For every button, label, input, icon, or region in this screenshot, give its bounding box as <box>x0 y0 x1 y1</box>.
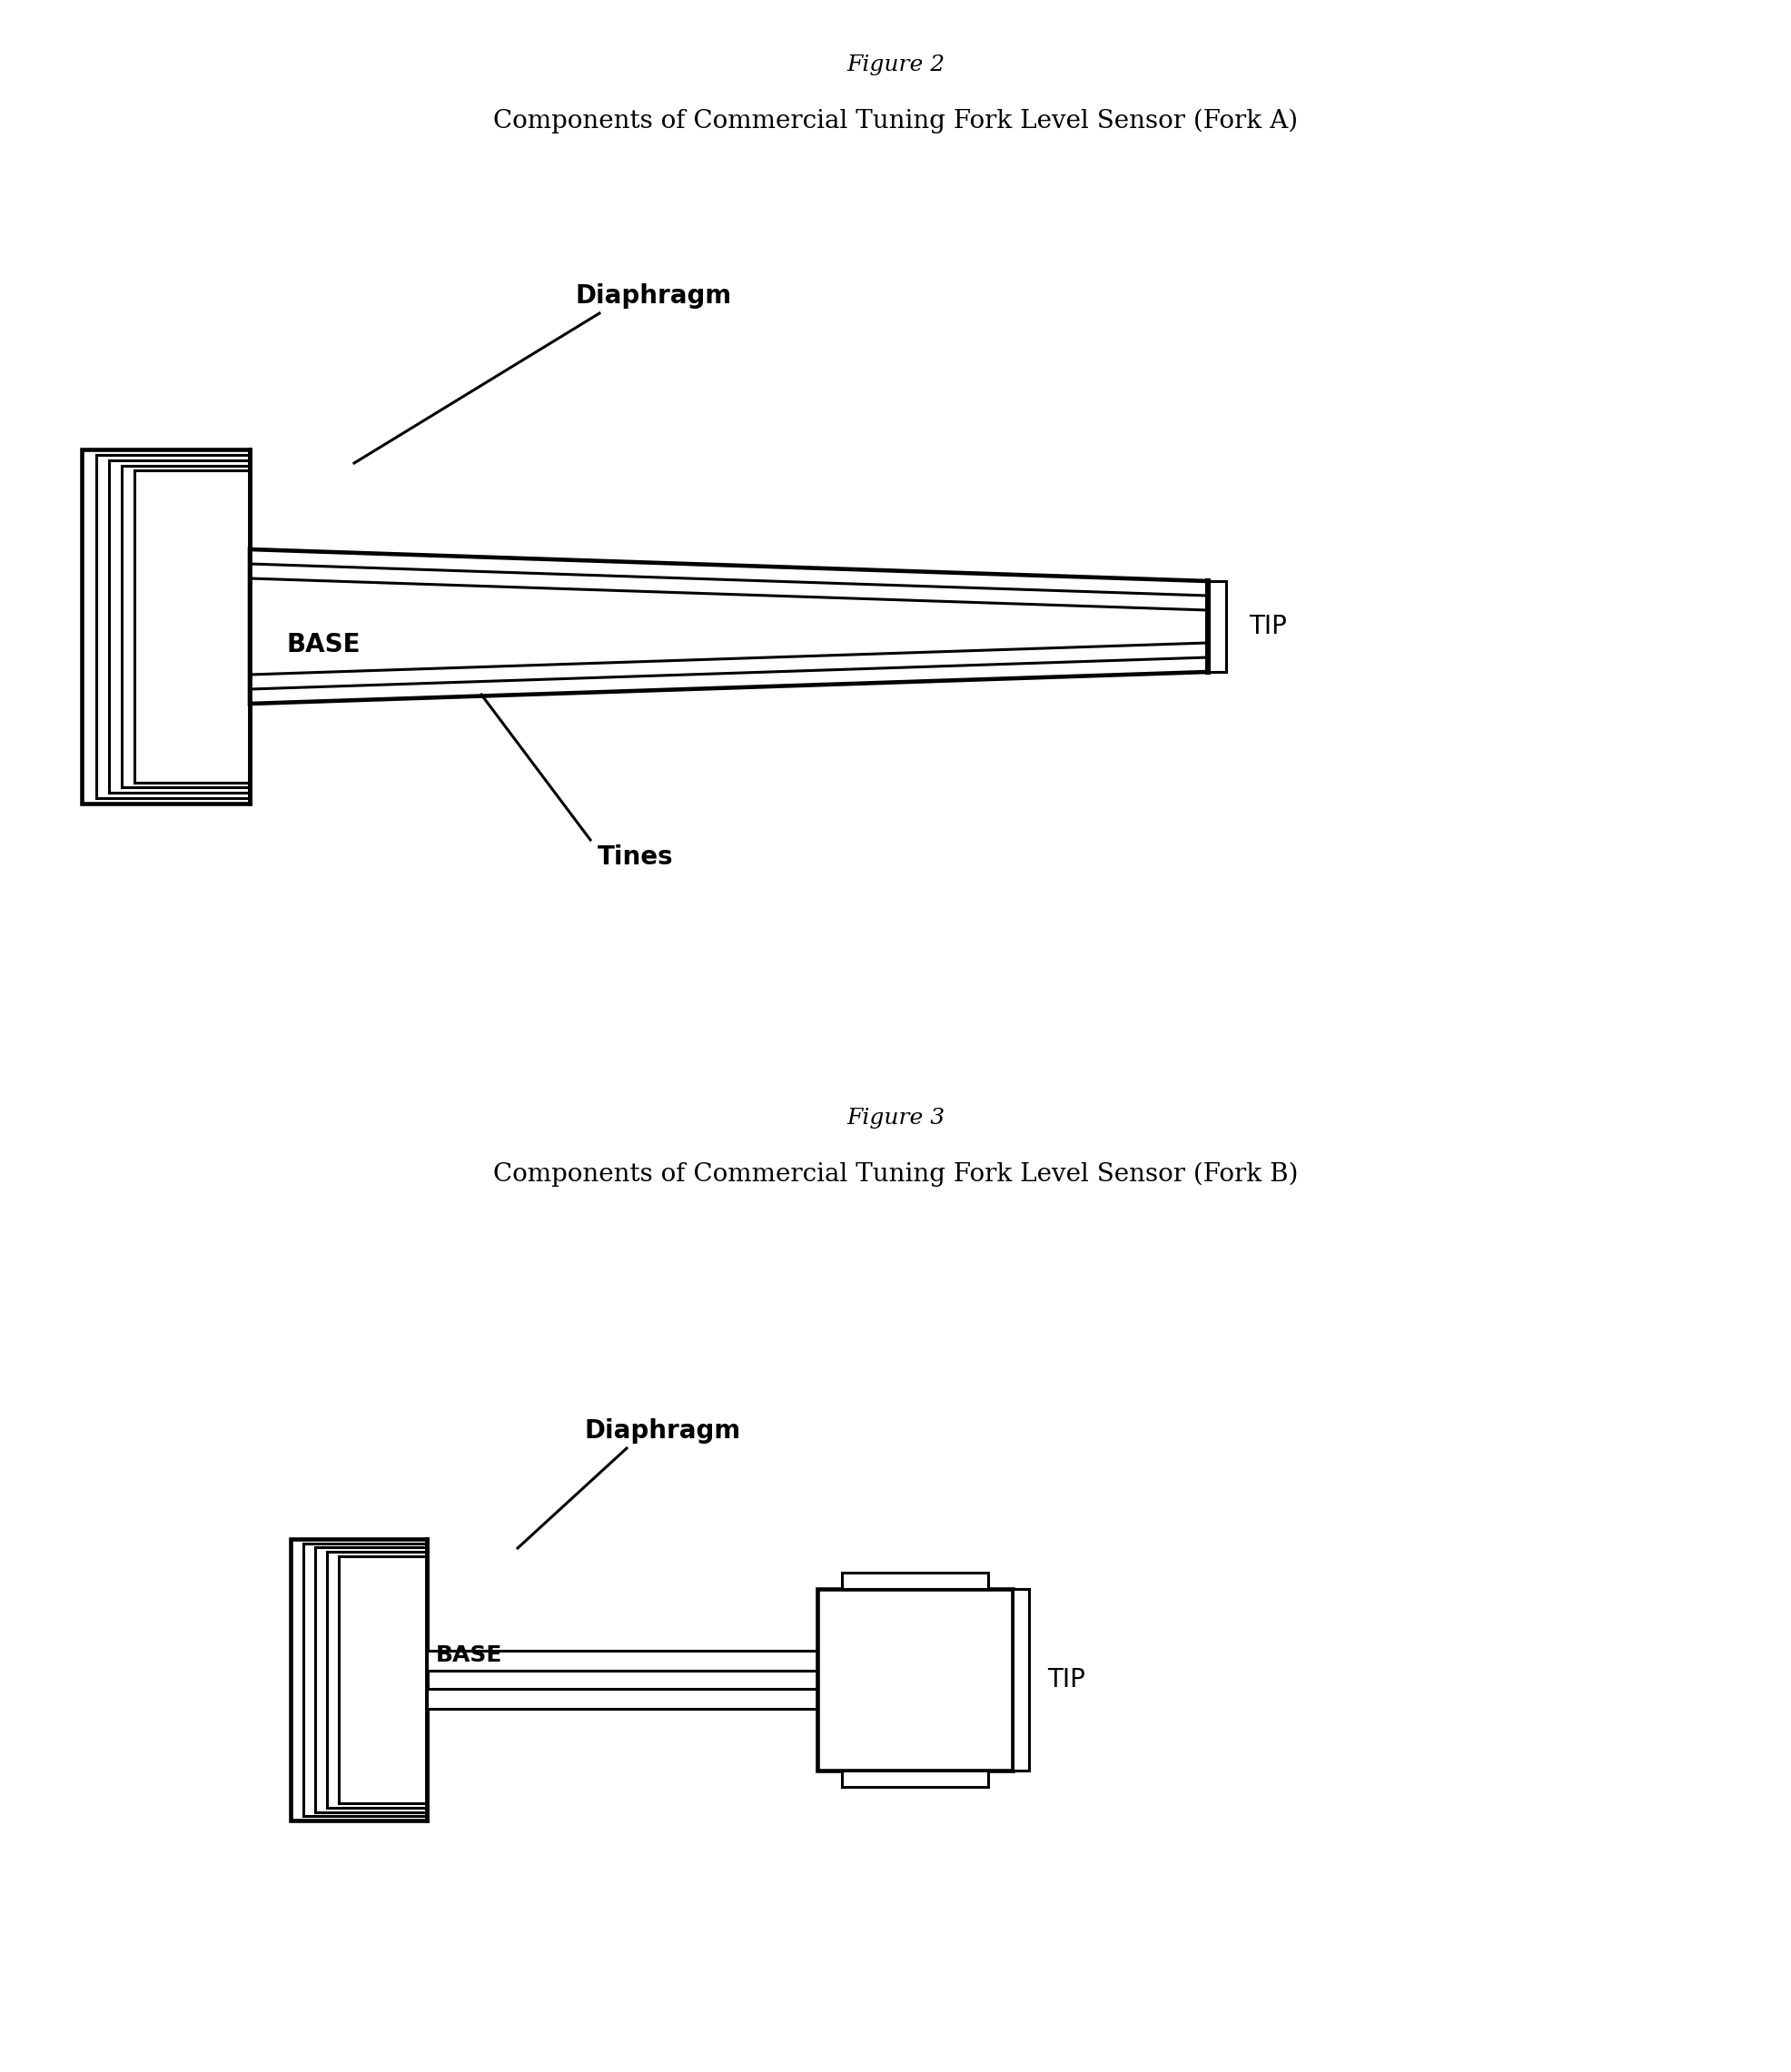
Bar <box>82 450 249 804</box>
Text: TIP: TIP <box>1048 1668 1085 1693</box>
Text: Figure 3: Figure 3 <box>847 1109 944 1129</box>
Text: BASE: BASE <box>287 632 360 657</box>
Text: Diaphragm: Diaphragm <box>586 1417 741 1444</box>
Bar <box>817 1589 1012 1772</box>
Bar <box>426 1689 817 1709</box>
Text: BASE: BASE <box>435 1645 503 1666</box>
Bar <box>842 1573 989 1589</box>
Text: Diaphragm: Diaphragm <box>575 284 733 309</box>
Text: TIP: TIP <box>1248 613 1286 640</box>
Text: Components of Commercial Tuning Fork Level Sensor (Fork B): Components of Commercial Tuning Fork Lev… <box>493 1162 1298 1187</box>
Bar <box>1012 1589 1030 1772</box>
Bar <box>290 1539 426 1821</box>
Text: Figure 2: Figure 2 <box>847 54 944 75</box>
Text: Tines: Tines <box>598 845 673 870</box>
Text: Components of Commercial Tuning Fork Level Sensor (Fork A): Components of Commercial Tuning Fork Lev… <box>493 110 1298 135</box>
Bar <box>426 1651 817 1670</box>
Polygon shape <box>249 549 1207 704</box>
Bar <box>842 1772 989 1786</box>
